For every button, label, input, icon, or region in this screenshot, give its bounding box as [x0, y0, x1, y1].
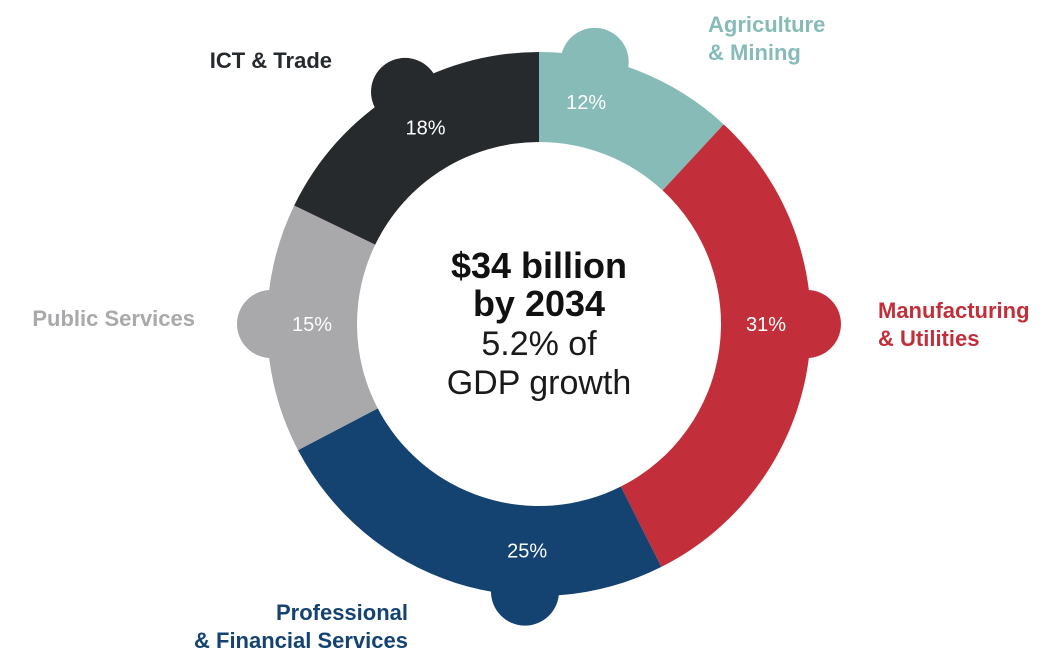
center-sub-line-2: GDP growth: [447, 364, 632, 402]
category-label-line: & Financial Services: [194, 628, 408, 653]
category-label-manufacturing-utilities: Manufacturing & Utilities: [878, 298, 1030, 351]
category-label-line: & Utilities: [878, 326, 979, 351]
value-label-professional-financial: 25%: [507, 541, 547, 563]
value-bubble-edge-professional-financial: [490, 557, 559, 626]
category-label-line: ICT & Trade: [210, 48, 332, 73]
value-bubble-ict-trade: 18%: [371, 57, 464, 166]
value-bubble-manufacturing-utilities: 31%: [728, 286, 841, 362]
value-bubble-edge-public-services: [237, 290, 305, 358]
value-label-ict-trade: 18%: [405, 117, 445, 139]
value-bubble-public-services: 15%: [237, 286, 350, 362]
category-label-line: Public Services: [32, 306, 195, 331]
category-label-ict-trade: ICT & Trade: [210, 48, 332, 73]
center-text: $34 billion by 2034 5.2% of GDP growth: [447, 245, 632, 402]
center-sub-line-1: 5.2% of: [481, 325, 597, 363]
center-main-line-2: by 2034: [473, 283, 605, 324]
value-bubble-edge-manufacturing-utilities: [773, 290, 841, 358]
category-label-line: & Mining: [708, 40, 801, 65]
donut-slice-professional-financial: [298, 408, 662, 597]
value-bubble-edge-agriculture-mining: [560, 27, 629, 96]
category-label-line: Agriculture: [708, 12, 825, 37]
value-bubble-edge-ict-trade: [371, 57, 439, 126]
category-label-line: Professional: [276, 600, 408, 625]
value-label-manufacturing-utilities: 31%: [746, 314, 786, 336]
value-label-public-services: 15%: [292, 314, 332, 336]
value-bubbles-layer: 12% 31% 25% 15% 18%: [237, 27, 841, 626]
category-label-line: Manufacturing: [878, 298, 1030, 323]
center-main-line-1: $34 billion: [451, 245, 627, 286]
donut-slice-manufacturing-utilities: [620, 124, 811, 567]
category-label-public-services: Public Services: [32, 306, 195, 331]
value-bubble-agriculture-mining: 12%: [548, 27, 629, 140]
value-bubble-professional-financial: 25%: [489, 512, 566, 626]
category-label-professional-financial: Professional & Financial Services: [194, 600, 408, 653]
category-labels-layer: Agriculture & Mining Manufacturing & Utilit…: [32, 12, 1029, 653]
category-label-agriculture-mining: Agriculture & Mining: [708, 12, 825, 65]
value-label-agriculture-mining: 12%: [566, 92, 606, 114]
